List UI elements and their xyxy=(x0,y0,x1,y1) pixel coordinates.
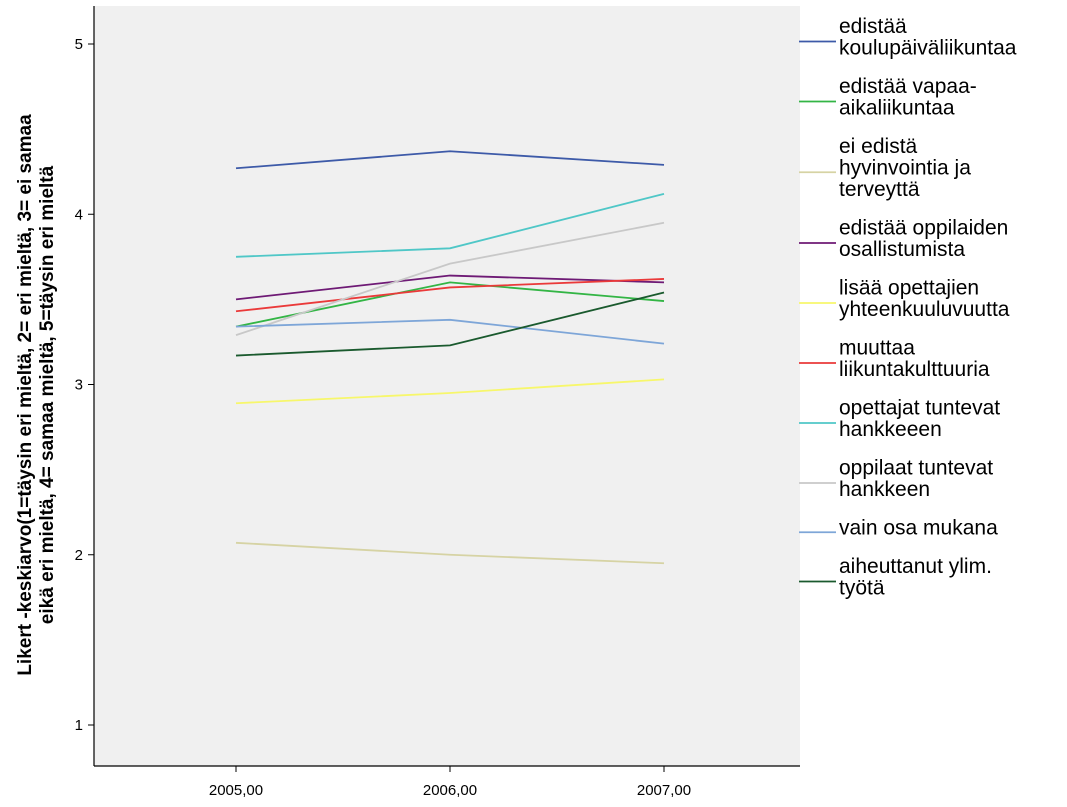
y-tick-label-1: 1 xyxy=(75,717,83,734)
series-line-6 xyxy=(235,278,665,313)
series-line-3 xyxy=(235,541,665,565)
legend-label-6-line-2: liikuntakulttuuria xyxy=(839,358,990,381)
legend-label-2-line-1: edistää vapaa- xyxy=(839,75,977,98)
legend-label-4-line-2: osallistumista xyxy=(839,238,965,261)
series-line-7 xyxy=(235,192,665,258)
legend-label-5-line-1: lisää opettajien xyxy=(839,277,979,300)
legend-label-1-line-1: edistää xyxy=(839,15,907,38)
legend-label-3-line-1: ei edistä xyxy=(839,135,918,158)
y-axis-label-line-1: Likert -keskiarvo(1=täysin eri mieltä, 2… xyxy=(15,114,36,676)
series-line-1 xyxy=(235,150,665,170)
legend-label-2-line-2: aikaliikuntaa xyxy=(839,97,955,120)
y-tick-label-5: 5 xyxy=(75,36,83,53)
legend-label-9-line-1: vain osa mukana xyxy=(839,517,998,540)
series-line-4 xyxy=(235,274,665,301)
legend-label-1-line-2: koulupäiväliikuntaa xyxy=(839,37,1017,60)
legend-label-10-line-2: työtä xyxy=(839,577,885,600)
legend-label-7-line-2: hankkeeen xyxy=(839,418,942,441)
y-tick-label-4: 4 xyxy=(75,206,83,223)
y-axis-label: Likert -keskiarvo(1=täysin eri mieltä, 2… xyxy=(15,114,58,676)
x-tick-label-3: 2007,00 xyxy=(637,782,691,799)
y-tick-label-3: 3 xyxy=(75,377,83,394)
legend-label-7-line-1: opettajat tuntevat xyxy=(839,397,1000,420)
x-tick-label-1: 2005,00 xyxy=(209,782,263,799)
series-line-10 xyxy=(235,291,665,357)
legend-label-6-line-1: muuttaa xyxy=(839,337,915,360)
legend-label-8-line-2: hankkeen xyxy=(839,478,930,501)
plot-area xyxy=(94,6,800,766)
y-tick-label-2: 2 xyxy=(75,547,83,564)
series-line-9 xyxy=(235,318,665,345)
legend-label-10-line-1: aiheuttanut ylim. xyxy=(839,555,992,578)
legend-label-4-line-1: edistää oppilaiden xyxy=(839,217,1008,240)
series-layer xyxy=(235,150,665,565)
legend-label-8-line-1: oppilaat tuntevat xyxy=(839,457,993,480)
series-line-5 xyxy=(235,378,665,405)
x-tick-label-2: 2006,00 xyxy=(423,782,477,799)
y-axis-label-line-2: eikä eri mieltä, 4= samaa mieltä, 5=täys… xyxy=(37,165,58,624)
legend-label-5-line-2: yhteenkuuluvuutta xyxy=(839,298,1010,321)
legend-label-3-line-3: terveyttä xyxy=(839,178,920,201)
legend-label-3-line-2: hyvinvointia ja xyxy=(839,157,971,180)
axes-layer: 1 2 3 4 5 2005,00 2006,00 2007,00 xyxy=(75,6,800,799)
series-line-8 xyxy=(235,221,665,336)
